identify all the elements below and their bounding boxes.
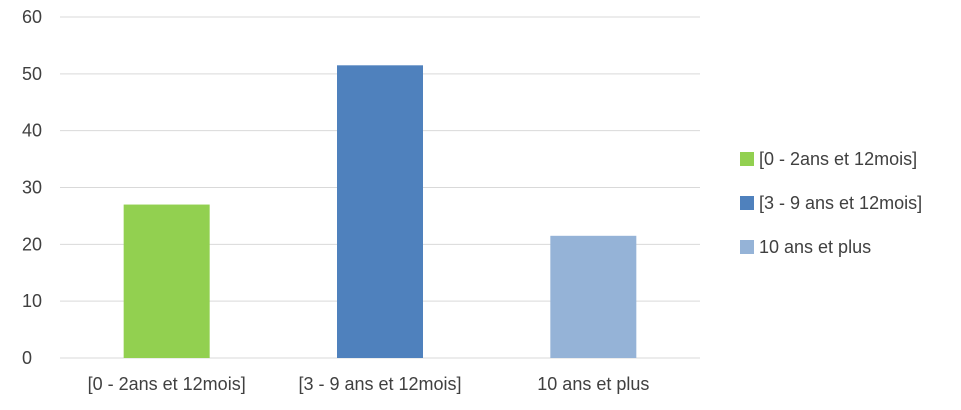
x-axis-labels: [0 - 2ans et 12mois] [3 - 9 ans et 12mois…: [88, 374, 650, 394]
y-tick-label: 10: [22, 291, 42, 311]
y-tick-label: 60: [22, 7, 42, 27]
bar: [337, 65, 423, 358]
legend-swatch: [740, 240, 754, 254]
legend-swatch: [740, 196, 754, 210]
y-tick-label: 0: [22, 348, 32, 368]
y-tick-label: 40: [22, 121, 42, 141]
bar: [550, 235, 637, 358]
x-category-label: [3 - 9 ans et 12mois]: [298, 374, 461, 394]
legend-label: [0 - 2ans et 12mois]: [759, 149, 917, 169]
legend-label: 10 ans et plus: [759, 237, 871, 257]
y-tick-label: 20: [22, 234, 42, 254]
y-axis-ticks: 0 10 20 30 40 50 60: [22, 7, 42, 368]
y-tick-label: 50: [22, 64, 42, 84]
legend-label: [3 - 9 ans et 12mois]: [759, 193, 922, 213]
x-category-label: [0 - 2ans et 12mois]: [88, 374, 246, 394]
bars: [123, 65, 637, 358]
bar: [123, 204, 210, 358]
legend: [0 - 2ans et 12mois] [3 - 9 ans et 12mois…: [740, 149, 922, 257]
x-category-label: 10 ans et plus: [537, 374, 649, 394]
legend-swatch: [740, 152, 754, 166]
y-tick-label: 30: [22, 178, 42, 198]
